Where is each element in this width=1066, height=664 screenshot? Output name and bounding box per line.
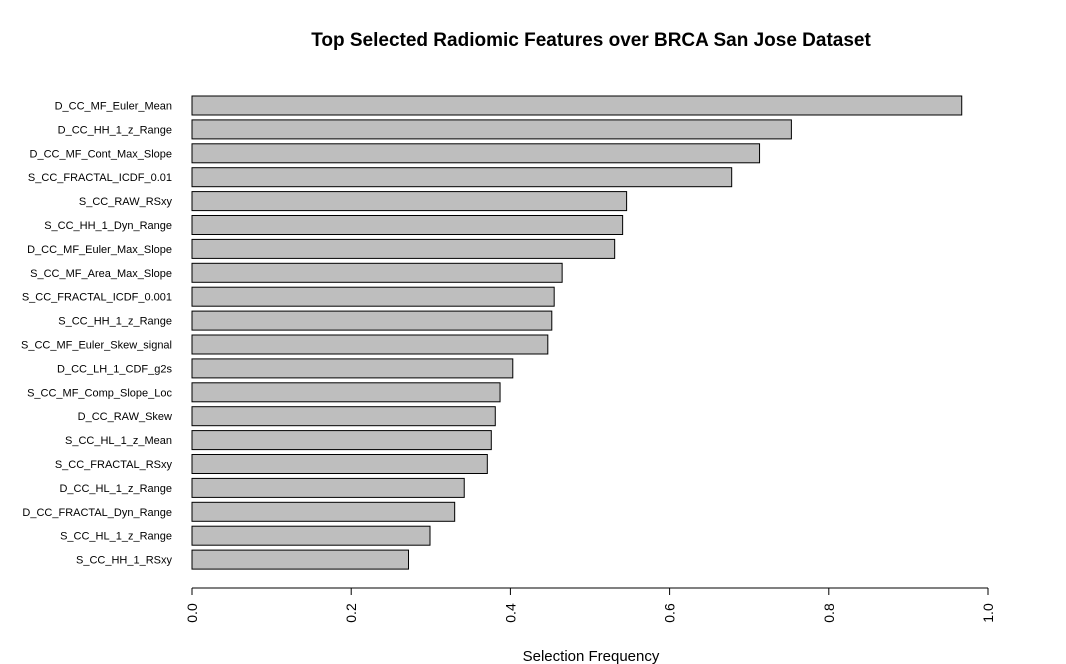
x-tick-label: 0.4 <box>502 603 518 623</box>
category-label: D_CC_FRACTAL_Dyn_Range <box>22 507 172 519</box>
bar-s-cc-fractal-rsxy <box>191 454 488 474</box>
category-label: S_CC_FRACTAL_ICDF_0.001 <box>22 292 172 304</box>
category-label: D_CC_HH_1_z_Range <box>58 124 172 136</box>
bar-d-cc-hh-1-z-range <box>191 119 792 140</box>
bars-layer <box>191 95 963 570</box>
category-label: S_CC_MF_Comp_Slope_Loc <box>27 387 172 399</box>
bar-d-cc-raw-skew <box>191 406 496 427</box>
bar-d-cc-mf-cont-max-slope <box>191 143 761 164</box>
bar-d-cc-mf-euler-max-slope <box>191 238 616 259</box>
category-label: D_CC_MF_Euler_Mean <box>55 101 172 113</box>
category-label: D_CC_HL_1_z_Range <box>59 483 172 495</box>
x-tick-label: 0.0 <box>184 603 200 623</box>
x-tick-label: 0.8 <box>821 603 837 623</box>
category-label: S_CC_HL_1_z_Mean <box>65 435 172 447</box>
bar-s-cc-raw-rsxy <box>191 191 628 212</box>
bar-d-cc-lh-1-cdf-g2s <box>191 358 514 379</box>
category-label: S_CC_FRACTAL_RSxy <box>55 459 173 471</box>
bar-s-cc-hl-1-z-mean <box>191 430 492 451</box>
category-label: S_CC_HL_1_z_Range <box>60 531 172 543</box>
bar-s-cc-hh-1-rsxy <box>191 549 410 570</box>
x-axis-label: Selection Frequency <box>523 648 660 664</box>
category-label: D_CC_RAW_Skew <box>78 411 172 423</box>
x-tick-label: 0.2 <box>343 603 359 623</box>
bar-s-cc-mf-area-max-slope <box>191 262 563 283</box>
bar-d-cc-hl-1-z-range <box>191 477 465 498</box>
x-tick-label: 0.6 <box>662 603 678 623</box>
category-label: S_CC_MF_Euler_Skew_signal <box>21 340 172 352</box>
bar-s-cc-fractal-icdf-0-001 <box>191 286 555 307</box>
category-label: D_CC_MF_Euler_Max_Slope <box>27 244 172 256</box>
bar-s-cc-mf-comp-slope-loc <box>191 382 501 403</box>
category-label: S_CC_MF_Area_Max_Slope <box>30 268 172 280</box>
category-label: S_CC_FRACTAL_ICDF_0.01 <box>28 172 172 184</box>
x-tick-label: 1.0 <box>980 603 996 623</box>
bar-s-cc-hl-1-z-range <box>191 525 431 546</box>
bar-d-cc-fractal-dyn-range <box>191 501 456 522</box>
category-label: D_CC_LH_1_CDF_g2s <box>57 363 172 375</box>
category-label: S_CC_HH_1_z_Range <box>58 316 172 328</box>
category-label: D_CC_MF_Cont_Max_Slope <box>30 148 172 160</box>
bar-s-cc-hh-1-dyn-range <box>191 215 624 235</box>
chart-title: Top Selected Radiomic Features over BRCA… <box>311 30 871 51</box>
category-label: S_CC_HH_1_RSxy <box>76 555 172 567</box>
x-axis: 0.0 0.2 0.4 0.6 0.8 1.0 <box>184 587 996 623</box>
bar-s-cc-hh-1-z-range <box>191 310 553 331</box>
category-label: S_CC_HH_1_Dyn_Range <box>44 220 172 232</box>
bar-s-cc-mf-euler-skew-signal <box>191 334 549 355</box>
category-labels: D_CC_MF_Euler_Mean D_CC_HH_1_z_Range D_CC_… <box>21 101 173 567</box>
category-label: S_CC_RAW_RSxy <box>79 196 173 208</box>
bar-s-cc-fractal-icdf-0-01 <box>191 167 733 188</box>
bar-d-cc-mf-euler-mean <box>191 95 963 116</box>
